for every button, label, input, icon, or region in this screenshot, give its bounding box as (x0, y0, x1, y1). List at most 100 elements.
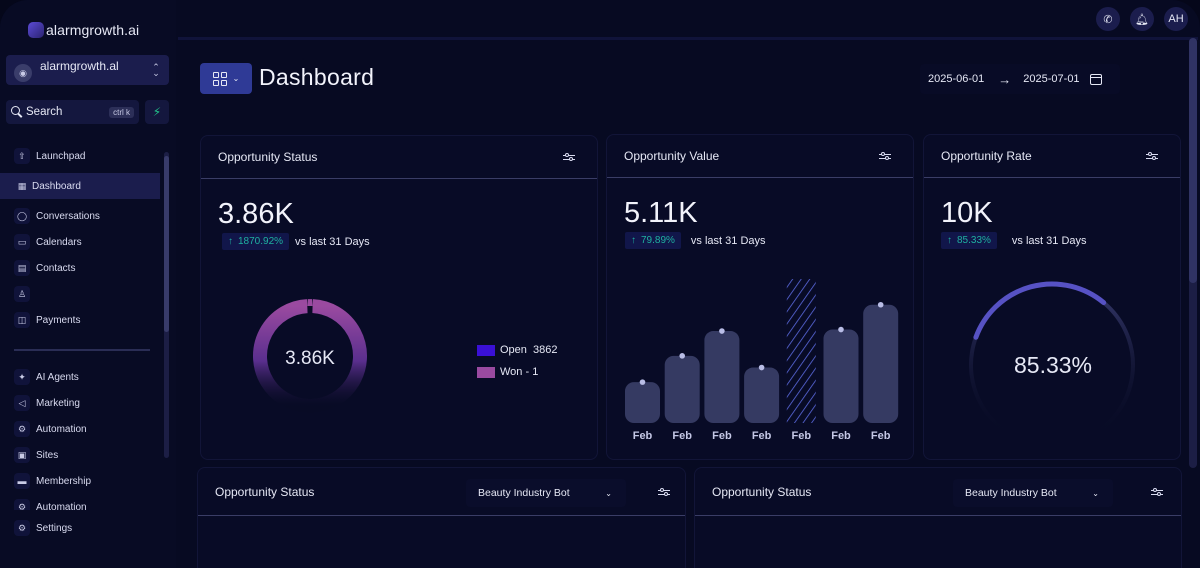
brand-logo[interactable]: alarmgrowth.ai (28, 22, 139, 38)
arrow-up-icon: ↑ (947, 235, 952, 246)
user-initials: AH (1168, 13, 1184, 25)
topbar-divider (178, 37, 1198, 40)
date-range-picker[interactable]: 2025-06-01 → 2025-07-01 (920, 64, 1120, 94)
bar-point (838, 326, 844, 333)
bar-x-label: Feb (751, 430, 772, 442)
card-header: Opportunity Status (201, 136, 597, 179)
metric-value: 10K (941, 197, 993, 229)
search-button[interactable]: Search ctrl k (6, 100, 139, 124)
bar-point (639, 379, 646, 385)
filter-settings-icon[interactable] (658, 488, 670, 497)
bar[interactable] (704, 331, 740, 423)
metric-trend: ↑ 79.89% vs last 31 Days (625, 232, 766, 249)
bar[interactable] (744, 367, 780, 423)
legend-swatch-open (477, 344, 495, 356)
sidebar-item-membership[interactable]: ▬ Membership (0, 468, 160, 494)
contacts-icon: ▤ (14, 260, 30, 276)
bar-highlighted[interactable] (786, 279, 816, 423)
bar-point (877, 301, 884, 308)
account-name: alarmgrowth.al (40, 59, 119, 73)
sidebar-item-launchpad[interactable]: ⇧ Launchpad (0, 143, 160, 169)
donut-chart: 3.86K (253, 299, 367, 413)
sidebar-divider (14, 349, 150, 351)
bar[interactable] (664, 355, 700, 423)
main-scrollbar-thumb[interactable] (1189, 38, 1197, 283)
page-title: Dashboard (259, 64, 375, 90)
trend-percent: 1870.92% (238, 236, 284, 247)
sites-icon: ▣ (14, 447, 30, 463)
dashboard-switcher-button[interactable]: ⌄ (200, 63, 252, 94)
user-avatar[interactable]: AH (1164, 7, 1188, 31)
settings-icon: ⚙ (14, 520, 30, 536)
person-icon: ♙ (14, 286, 30, 302)
sidebar-item-sites[interactable]: ▣ Sites (0, 442, 160, 468)
filter-settings-icon[interactable] (1146, 151, 1158, 161)
send-icon: ◁ (14, 395, 30, 411)
card-header: Opportunity Status (695, 468, 1181, 516)
sidebar-settings-section: ⚙ Settings (0, 515, 160, 541)
sidebar-item-person[interactable]: ♙ (0, 281, 160, 307)
sidebar-item-contacts[interactable]: ▤ Contacts (0, 255, 160, 281)
gauge-label: 85.33% (1014, 352, 1092, 378)
quick-action-button[interactable]: ⚡ (145, 100, 169, 124)
legend-label: Won - 1 (500, 366, 539, 378)
main-scrollbar[interactable] (1189, 38, 1197, 468)
bar-x-label: Feb (791, 430, 812, 442)
filter-settings-icon[interactable] (879, 151, 891, 161)
trend-compare: vs last 31 Days (1011, 234, 1087, 247)
grid-icon: ▦ (17, 180, 27, 191)
card-title: Opportunity Status (218, 150, 318, 164)
sidebar-item-dashboard[interactable]: ▦ Dashboard (0, 173, 160, 199)
legend-item-open[interactable]: Open 3862 (477, 339, 558, 361)
legend-item-won[interactable]: Won - 1 (477, 361, 558, 383)
bot-select[interactable]: Beauty Industry Bot ⌄ (466, 479, 626, 507)
bar-x-label: Feb (632, 430, 653, 442)
filter-settings-icon[interactable] (1151, 488, 1163, 497)
sidebar-scrollbar[interactable] (164, 152, 169, 458)
bar-point (719, 328, 725, 334)
sidebar-item-label: Automation (36, 501, 87, 511)
donut-slice-open[interactable] (253, 299, 367, 413)
sidebar-item-settings[interactable]: ⚙ Settings (0, 515, 160, 541)
chevron-down-icon: ⌄ (605, 488, 612, 498)
sidebar-scrollbar-thumb[interactable] (164, 156, 169, 332)
bar[interactable] (625, 382, 660, 423)
trend-compare: vs last 31 Days (295, 235, 370, 248)
brand-name: alarmgrowth.ai (46, 22, 140, 38)
sidebar-item-label: Launchpad (36, 150, 86, 162)
sidebar-nav-secondary: ✦ AI Agents ◁ Marketing ⚙ Automation ▣ S… (0, 364, 160, 510)
trend-compare: vs last 31 Days (690, 234, 766, 247)
phone-button[interactable]: ✆ (1096, 7, 1120, 31)
bar-x-label: Feb (831, 430, 851, 442)
sidebar-item-payments[interactable]: ◫ Payments (0, 307, 160, 333)
card-title: Opportunity Value (624, 149, 720, 163)
bar-chart (625, 279, 899, 423)
sidebar-item-automation-2[interactable]: ⚙ Automation (0, 494, 160, 510)
filter-settings-icon[interactable] (563, 152, 575, 162)
bot-select[interactable]: Beauty Industry Bot ⌄ (953, 479, 1113, 507)
sidebar-item-conversations[interactable]: ◯ Conversations (0, 203, 160, 229)
sidebar-item-ai-agents[interactable]: ✦ AI Agents (0, 364, 160, 390)
chevron-down-icon: ⌄ (1092, 488, 1099, 498)
sidebar-item-label: Automation (36, 423, 87, 435)
phone-icon: ✆ (1103, 13, 1113, 26)
account-switcher[interactable]: ◉ alarmgrowth.al ⌃ ⌄ (6, 55, 169, 85)
donut-center-label: 3.86K (285, 348, 335, 369)
notifications-button[interactable]: 🔔︎ (1130, 7, 1154, 31)
card-title: Opportunity Status (712, 484, 812, 499)
sidebar-item-automation[interactable]: ⚙ Automation (0, 416, 160, 442)
chat-icon: ◯ (14, 208, 30, 224)
bar[interactable] (823, 329, 859, 423)
sidebar-item-calendars[interactable]: ▭ Calendars (0, 229, 160, 255)
bar-point (758, 364, 765, 371)
bot-select-value: Beauty Industry Bot (478, 487, 570, 499)
opportunity-status-card: Opportunity Status 3.86K ↑ 1870.92% vs l… (200, 135, 598, 460)
trend-badge: ↑ 79.89% (625, 232, 681, 249)
sidebar-item-marketing[interactable]: ◁ Marketing (0, 390, 160, 416)
date-to: 2025-07-01 (1023, 73, 1080, 85)
trend-badge: ↑ 85.33% (941, 232, 997, 249)
bolt-icon: ⚡ (152, 105, 162, 119)
bar[interactable] (863, 304, 899, 423)
card-title: Opportunity Rate (941, 149, 1032, 163)
opportunity-value-card: Opportunity Value 5.11K ↑ 79.89% vs last… (606, 134, 914, 460)
